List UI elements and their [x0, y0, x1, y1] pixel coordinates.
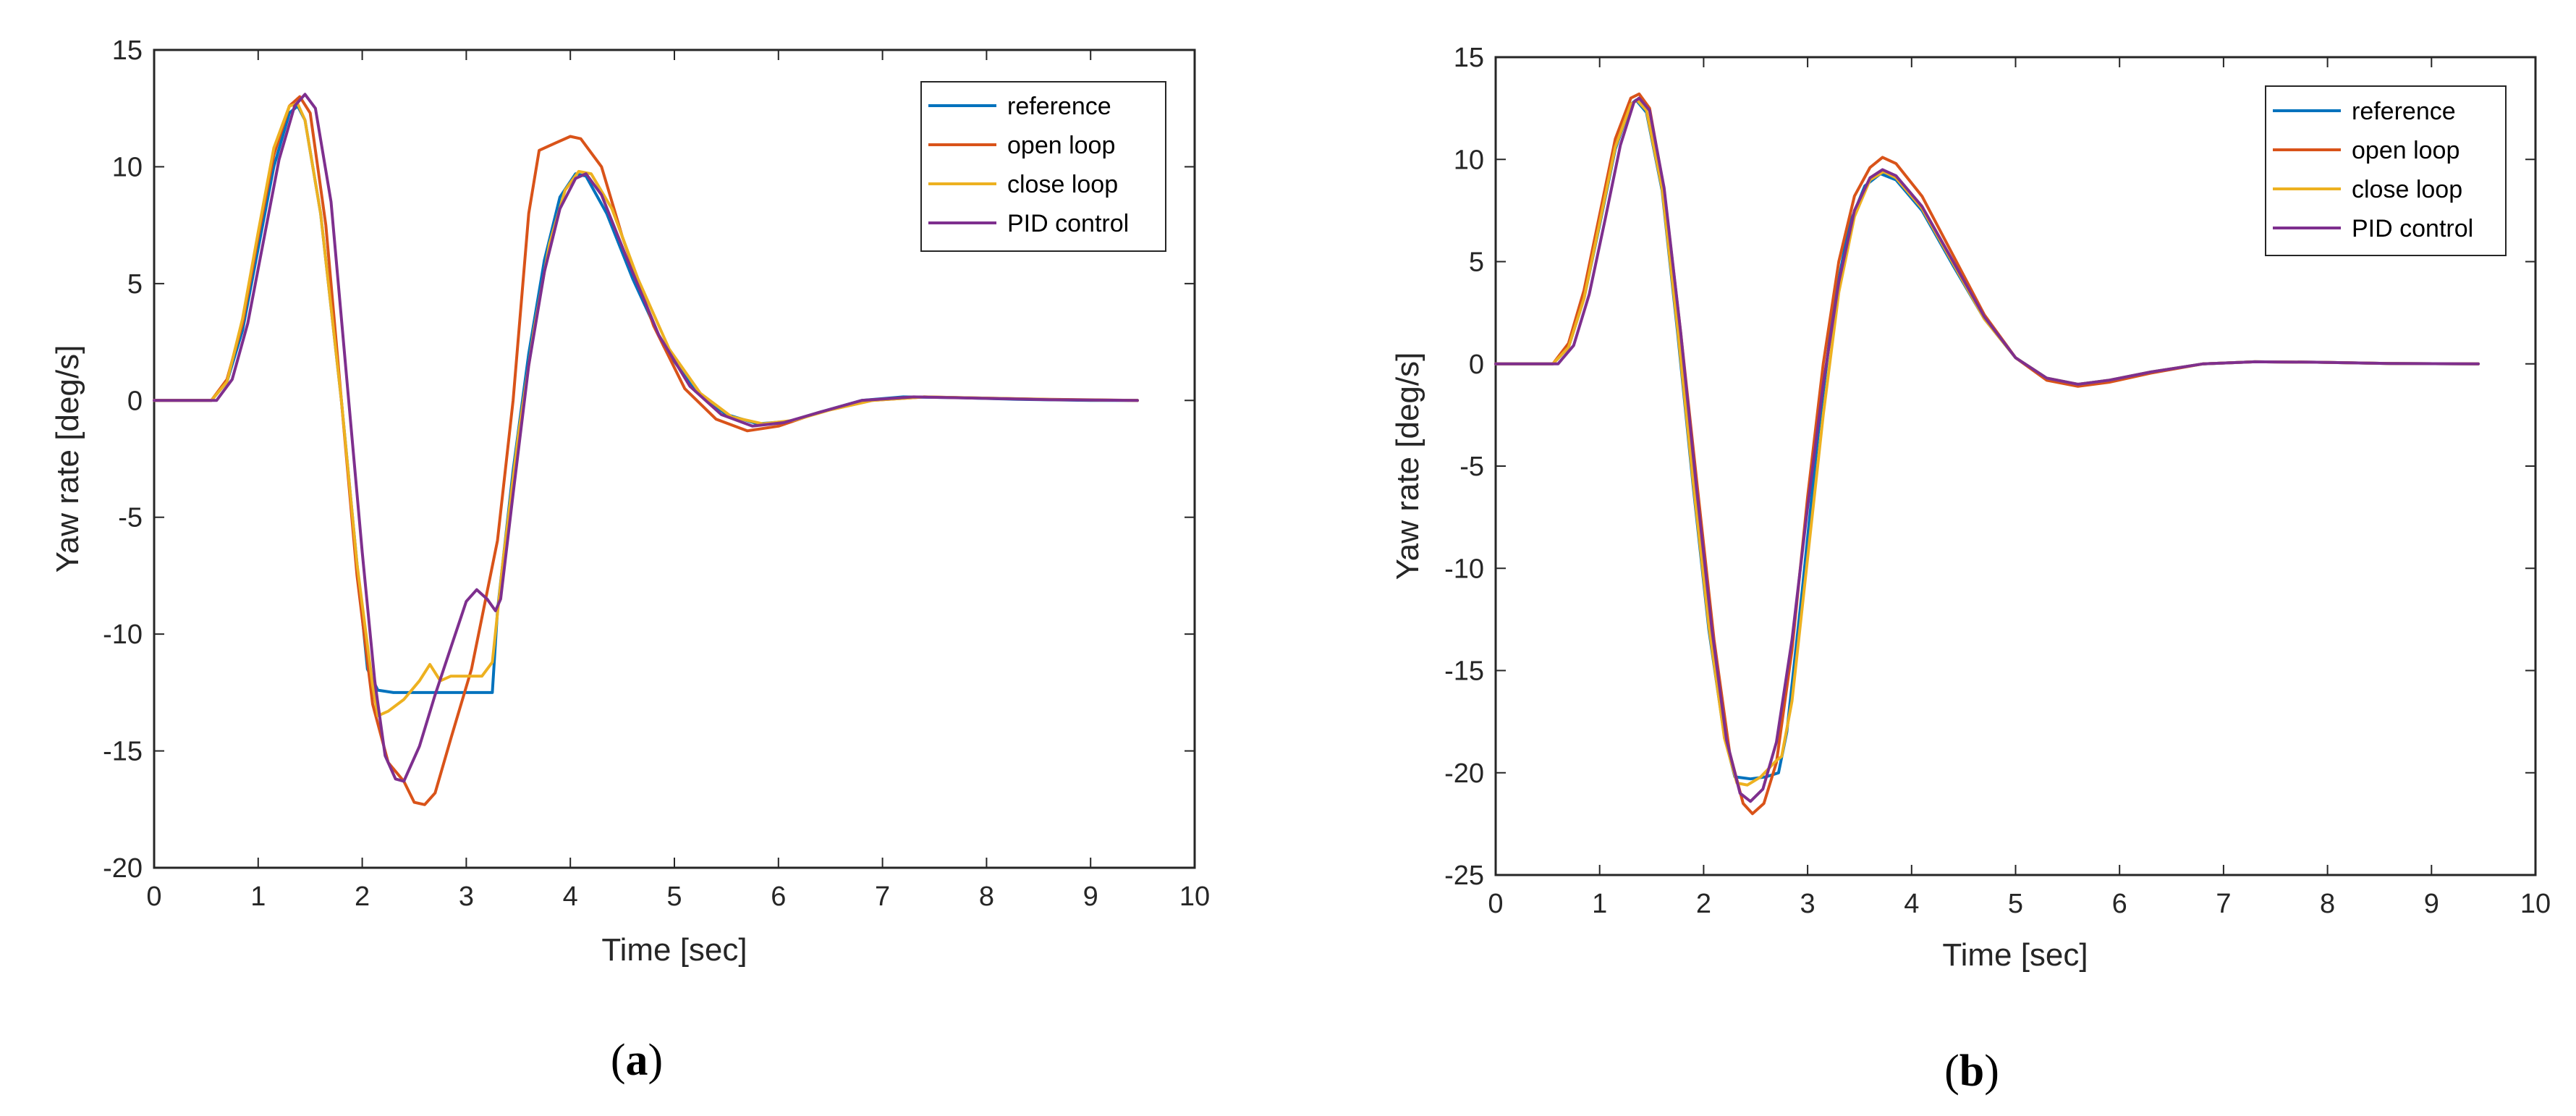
y-tick-label-a-5: 5: [127, 269, 143, 300]
y-tick-label-b-15: 15: [1454, 43, 1484, 73]
y-tick-label-a-15: 15: [112, 35, 143, 66]
x-tick-label-a-9: 9: [1083, 882, 1098, 912]
y-tick-label-b--20: -20: [1444, 758, 1484, 789]
x-tick-label-b-0: 0: [1488, 889, 1503, 919]
legend-label-open-loop-b: open loop: [2352, 137, 2460, 164]
panel-label-b: (b): [1944, 1047, 1999, 1096]
y-tick-label-b-10: 10: [1454, 145, 1484, 175]
panel-label-a: (a): [611, 1036, 663, 1085]
legend-label-reference-b: reference: [2352, 98, 2456, 125]
y-axis-label-b: Yaw rate [deg/s]: [1390, 352, 1425, 580]
x-tick-label-a-8: 8: [979, 882, 994, 912]
y-tick-label-b-5: 5: [1469, 248, 1484, 278]
x-tick-label-a-5: 5: [666, 882, 682, 912]
x-tick-label-b-8: 8: [2320, 889, 2335, 919]
y-tick-label-a--20: -20: [103, 853, 143, 884]
x-axis-label-a: Time [sec]: [601, 932, 747, 968]
x-tick-label-b-10: 10: [2520, 889, 2551, 919]
x-tick-label-b-4: 4: [1904, 889, 1919, 919]
x-tick-label-a-3: 3: [459, 882, 474, 912]
legend-label-pid-control-a: PID control: [1007, 210, 1129, 237]
x-tick-label-b-6: 6: [2112, 889, 2127, 919]
x-tick-label-a-10: 10: [1179, 882, 1210, 912]
y-tick-label-a-10: 10: [112, 152, 143, 182]
legend-label-open-loop-a: open loop: [1007, 132, 1115, 159]
y-ticks-b: -25 -20 -15 -10 -5 0 5 10 15: [1444, 43, 2535, 891]
x-tick-label-b-7: 7: [2216, 889, 2231, 919]
x-tick-label-a-6: 6: [771, 882, 786, 912]
y-axis-label-a: Yaw rate [deg/s]: [50, 345, 85, 573]
series-line-open-loop-a: [153, 95, 1139, 806]
legend-b: reference open loop close loop PID contr…: [2265, 85, 2507, 256]
x-tick-label-b-9: 9: [2424, 889, 2439, 919]
y-tick-label-b--5: -5: [1459, 452, 1484, 482]
y-tick-label-b--15: -15: [1444, 656, 1484, 687]
x-tick-label-b-2: 2: [1696, 889, 1711, 919]
panel-letter-a: a: [626, 1036, 648, 1085]
legend-label-close-loop-b: close loop: [2352, 176, 2462, 203]
x-tick-label-a-0: 0: [146, 882, 161, 912]
y-tick-label-a--15: -15: [103, 737, 143, 767]
legend-label-close-loop-a: close loop: [1007, 171, 1118, 198]
y-tick-label-b--25: -25: [1444, 861, 1484, 891]
chart-panel-b: 0 1 2 3 4 5 6 7 8 9 10 -25 -20 -15 -10 -5 0 5 10 15 Time […: [1390, 43, 2551, 1096]
y-tick-label-b-0: 0: [1469, 350, 1484, 380]
y-tick-label-b--10: -10: [1444, 554, 1484, 584]
x-tick-label-a-4: 4: [563, 882, 578, 912]
legend-a: reference open loop close loop PID contr…: [920, 81, 1166, 252]
x-ticks-a: 0 1 2 3 4 5 6 7 8 9 10: [146, 50, 1210, 912]
x-tick-label-b-1: 1: [1592, 889, 1607, 919]
series-lines-a: [153, 93, 1139, 806]
x-axis-label-b: Time [sec]: [1942, 937, 2088, 973]
series-line-pid-control-b: [1494, 96, 2480, 803]
x-tick-label-a-7: 7: [875, 882, 890, 912]
x-tick-label-b-5: 5: [2008, 889, 2023, 919]
x-tick-label-a-2: 2: [355, 882, 370, 912]
panel-letter-b: b: [1959, 1047, 1984, 1096]
x-ticks-b: 0 1 2 3 4 5 6 7 8 9 10: [1488, 57, 2551, 919]
y-tick-label-a--5: -5: [118, 503, 143, 533]
x-tick-label-b-3: 3: [1800, 889, 1816, 919]
chart-panel-a: 0 1 2 3 4 5 6 7 8 9 10 -20 -15 -10 -5 0 5 10 15 Time [sec…: [50, 35, 1210, 1085]
series-lines-b: [1494, 92, 2480, 816]
legend-label-pid-control-b: PID control: [2352, 215, 2473, 242]
legend-label-reference-a: reference: [1007, 93, 1111, 120]
y-ticks-a: -20 -15 -10 -5 0 5 10 15: [103, 35, 1195, 884]
x-tick-label-a-1: 1: [250, 882, 266, 912]
y-tick-label-a-0: 0: [127, 386, 143, 416]
y-tick-label-a--10: -10: [103, 620, 143, 650]
series-line-pid-control-a: [153, 93, 1139, 783]
